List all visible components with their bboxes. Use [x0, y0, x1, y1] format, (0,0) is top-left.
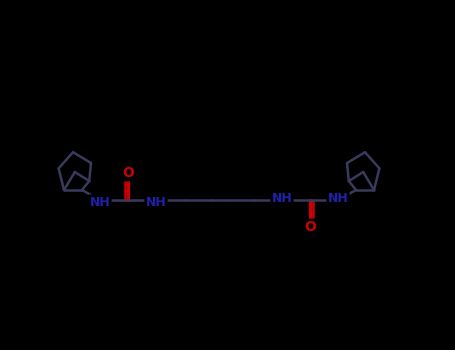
Text: O: O — [122, 166, 134, 180]
Text: NH: NH — [146, 196, 167, 209]
Text: NH: NH — [90, 196, 111, 209]
Text: O: O — [304, 220, 316, 234]
Text: NH: NH — [272, 191, 293, 204]
Text: NH: NH — [328, 191, 349, 204]
